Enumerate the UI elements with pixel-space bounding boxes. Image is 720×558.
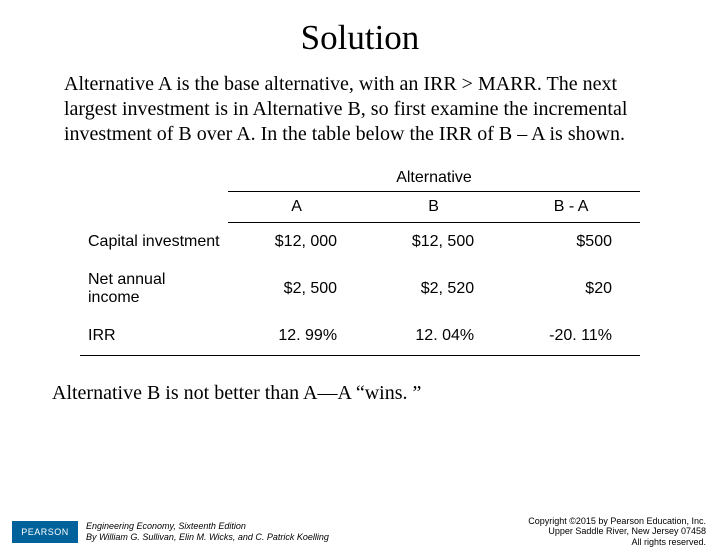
footer: PEARSON Engineering Economy, Sixteenth E… [0, 516, 720, 548]
cell: $12, 500 [365, 223, 502, 262]
body-paragraph: Alternative A is the base alternative, w… [64, 72, 664, 147]
col-header-b: B [365, 192, 502, 223]
row-label: Net annual income [80, 261, 228, 317]
pearson-logo: PEARSON [12, 521, 78, 543]
cell: 12. 99% [228, 317, 365, 356]
copyright-line: All rights reserved. [528, 537, 706, 548]
copyright-block: Copyright ©2015 by Pearson Education, In… [528, 516, 706, 548]
col-header-ba: B - A [502, 192, 640, 223]
table-row: Capital investment $12, 000 $12, 500 $50… [80, 223, 640, 262]
copyright-line: Upper Saddle River, New Jersey 07458 [528, 526, 706, 537]
cell: $12, 000 [228, 223, 365, 262]
row-label: IRR [80, 317, 228, 356]
slide-title: Solution [0, 18, 720, 58]
cell: $2, 520 [365, 261, 502, 317]
table-super-header: Alternative [228, 169, 640, 192]
conclusion-text: Alternative B is not better than A—A “wi… [52, 382, 720, 405]
alternatives-table: Alternative A B B - A Capital investment… [80, 169, 640, 356]
cell: $500 [502, 223, 640, 262]
table-row: IRR 12. 99% 12. 04% -20. 11% [80, 317, 640, 356]
col-header-a: A [228, 192, 365, 223]
cell: 12. 04% [365, 317, 502, 356]
cell: -20. 11% [502, 317, 640, 356]
row-label: Capital investment [80, 223, 228, 262]
book-credits: Engineering Economy, Sixteenth Edition B… [86, 521, 329, 543]
table-header-row: A B B - A [80, 192, 640, 223]
credits-line: Engineering Economy, Sixteenth Edition [86, 521, 329, 532]
cell: $20 [502, 261, 640, 317]
table-row: Net annual income $2, 500 $2, 520 $20 [80, 261, 640, 317]
copyright-line: Copyright ©2015 by Pearson Education, In… [528, 516, 706, 527]
credits-line: By William G. Sullivan, Elin M. Wicks, a… [86, 532, 329, 543]
cell: $2, 500 [228, 261, 365, 317]
